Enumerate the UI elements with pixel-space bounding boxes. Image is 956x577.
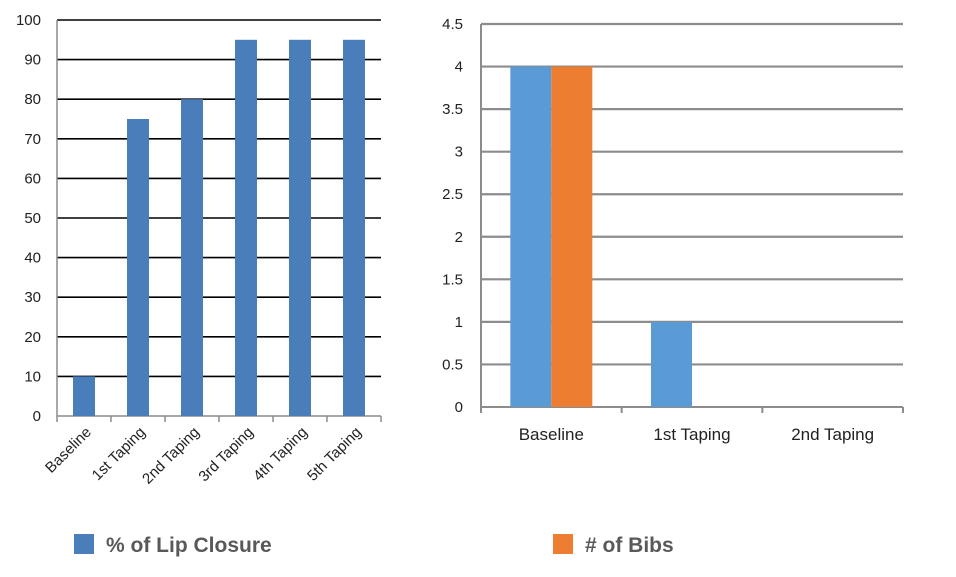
legend-swatch-lip-closure bbox=[74, 534, 94, 554]
y-tick-label: 50 bbox=[24, 210, 41, 227]
x-tick-label: Baseline bbox=[519, 425, 584, 444]
y-tick-label: 0 bbox=[33, 408, 41, 425]
bar-baseline-series-1 bbox=[510, 66, 552, 408]
x-tick-label: 2nd Taping bbox=[791, 425, 874, 444]
y-tick-label: 90 bbox=[24, 52, 41, 69]
y-tick-label: 0 bbox=[455, 399, 463, 416]
bar-baseline bbox=[73, 376, 95, 416]
legend-label-lip-closure: % of Lip Closure bbox=[106, 534, 272, 557]
y-tick-label: 40 bbox=[24, 250, 41, 267]
y-tick-label: 2 bbox=[455, 229, 463, 246]
y-tick-label: 20 bbox=[24, 329, 41, 346]
x-tick-label: 4th Taping bbox=[250, 424, 311, 485]
y-tick-label: 2.5 bbox=[442, 186, 463, 203]
bar-3rd-taping bbox=[235, 39, 257, 417]
y-tick-label: 3.5 bbox=[442, 101, 463, 118]
y-tick-label: 1 bbox=[455, 314, 463, 331]
legend-lip-closure: % of Lip Closure bbox=[74, 534, 272, 557]
legend-swatch-bibs bbox=[553, 534, 573, 554]
bar-1st-taping bbox=[127, 119, 149, 416]
y-tick-label: 4 bbox=[455, 59, 463, 76]
x-tick-label: 3rd Taping bbox=[195, 424, 256, 485]
bar-2nd-taping bbox=[181, 99, 203, 416]
legend-bibs: # of Bibs bbox=[553, 534, 674, 557]
x-tick-label: Baseline bbox=[42, 424, 95, 477]
bar-baseline-series-2 bbox=[551, 66, 593, 408]
y-tick-label: 10 bbox=[24, 368, 41, 385]
y-tick-label: 1.5 bbox=[442, 271, 463, 288]
y-tick-label: 3 bbox=[455, 144, 463, 161]
x-tick-label: 5th Taping bbox=[304, 424, 365, 485]
y-tick-label: 100 bbox=[16, 12, 41, 29]
legend-label-bibs: # of Bibs bbox=[585, 534, 674, 557]
x-tick-label: 1st Taping bbox=[653, 425, 730, 444]
y-tick-label: 70 bbox=[24, 131, 41, 148]
bar-4th-taping bbox=[289, 39, 311, 417]
y-tick-label: 80 bbox=[24, 91, 41, 108]
y-tick-label: 4.5 bbox=[442, 16, 463, 33]
y-tick-label: 30 bbox=[24, 289, 41, 306]
y-tick-label: 0.5 bbox=[442, 356, 463, 373]
x-tick-label: 2nd Taping bbox=[139, 424, 203, 488]
bar-5th-taping bbox=[343, 39, 365, 417]
bar-1st-taping-series-1 bbox=[651, 321, 692, 407]
y-tick-label: 60 bbox=[24, 170, 41, 187]
bibs-chart: 0 0.5 1 1.5 2 2.5 3 3.5 4 4.5 Baseline 1st Taping 2n… bbox=[442, 16, 904, 444]
